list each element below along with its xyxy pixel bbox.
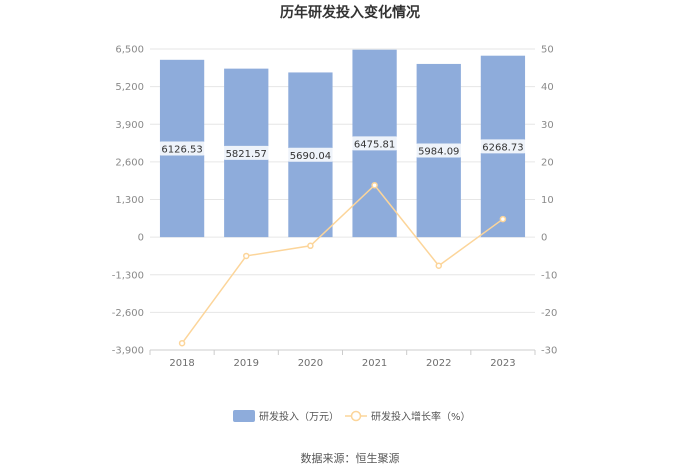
growth-rate-point bbox=[307, 242, 314, 250]
y-left-tick-label: 0 bbox=[138, 233, 144, 244]
x-tick-label: 2023 bbox=[490, 358, 515, 369]
legend-swatch-marker bbox=[350, 410, 362, 422]
growth-rate-line bbox=[181, 184, 504, 344]
y-right-tick-label: 50 bbox=[541, 45, 554, 56]
y-right-tick-label: -20 bbox=[541, 308, 557, 319]
y-left-tick-label: 6,500 bbox=[115, 45, 144, 56]
y-right-tick-label: 30 bbox=[541, 120, 554, 131]
bar-label-bg bbox=[351, 136, 398, 151]
bar-label-bg bbox=[223, 145, 270, 160]
bar-value-label: 6475.81 bbox=[354, 139, 395, 150]
y-left-tick-label: 2,600 bbox=[115, 157, 144, 168]
x-tick-label: 2019 bbox=[234, 358, 259, 369]
x-tick-label: 2020 bbox=[298, 358, 323, 369]
y-right-tick-label: 0 bbox=[541, 233, 547, 244]
y-left-tick-label: -2,600 bbox=[112, 308, 144, 319]
bar-value-label: 5690.04 bbox=[290, 151, 331, 162]
bar-label-bg bbox=[287, 147, 334, 162]
bar-label-bg bbox=[415, 143, 462, 158]
grid-lines bbox=[150, 48, 535, 351]
legend-swatch-bar bbox=[233, 410, 255, 422]
legend-label-line: 研发投入增长率（%） bbox=[371, 410, 471, 423]
y-left-tick-label: 3,900 bbox=[115, 120, 144, 131]
y-right-tick-label: 10 bbox=[541, 195, 554, 206]
data-source: 数据来源：恒生聚源 bbox=[301, 451, 400, 465]
bar-label-bg bbox=[159, 141, 206, 156]
x-tick-label: 2018 bbox=[169, 358, 194, 369]
y-left-tick-label: 5,200 bbox=[115, 82, 144, 93]
y-left-tick-label: -3,900 bbox=[112, 346, 144, 357]
y-right-tick-label: -10 bbox=[541, 270, 557, 281]
growth-rate-point bbox=[435, 262, 442, 269]
growth-rate-point bbox=[178, 339, 186, 347]
axes: 6,500 5,200 3,900 2,600 1,300 0 -1,300 -2,600 -3… bbox=[112, 45, 558, 370]
chart-title: 历年研发投入变化情况 bbox=[280, 4, 420, 21]
bar-value-label: 5984.09 bbox=[418, 147, 459, 158]
y-right-tick-label: -30 bbox=[541, 346, 557, 357]
bar-value-label: 6126.53 bbox=[161, 144, 202, 155]
growth-rate-point bbox=[499, 215, 507, 223]
y-right-tick-label: 40 bbox=[541, 82, 554, 93]
line-series bbox=[178, 181, 507, 347]
growth-rate-point bbox=[371, 181, 378, 189]
x-tick-label: 2021 bbox=[362, 358, 387, 369]
bar-value-label: 6268.73 bbox=[482, 142, 523, 153]
growth-rate-point bbox=[243, 252, 250, 260]
y-right-tick-label: 20 bbox=[541, 157, 554, 168]
bar-label-bg bbox=[479, 139, 526, 154]
y-left-tick-label: 1,300 bbox=[115, 195, 144, 206]
legend-label-bar: 研发投入（万元） bbox=[259, 410, 339, 423]
bar-value-label: 5821.57 bbox=[226, 149, 267, 160]
x-tick-label: 2022 bbox=[426, 358, 451, 369]
legend[interactable]: 研发投入（万元） 研发投入增长率（%） bbox=[233, 410, 471, 423]
y-left-tick-label: -1,300 bbox=[112, 270, 144, 281]
bar-series: 6126.53 5821.57 5690.04 6475.81 5984.09 6268.… bbox=[159, 49, 526, 238]
